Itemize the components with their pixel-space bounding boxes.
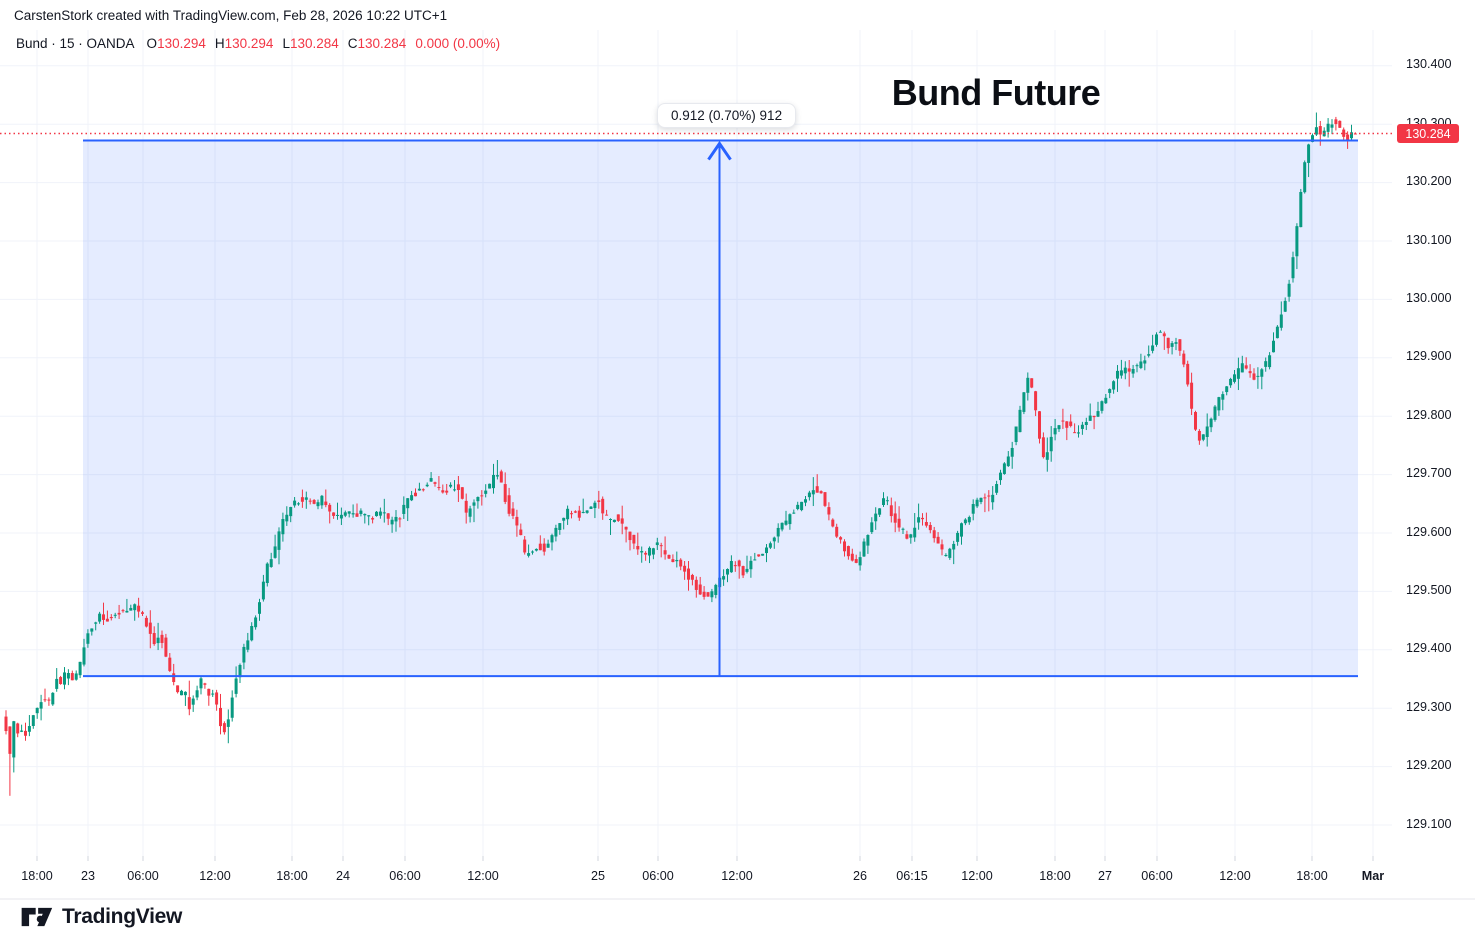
tradingview-logo[interactable]: TradingView: [20, 904, 182, 930]
legend-open: O130.294: [146, 36, 206, 51]
legend-symbol: Bund · 15 · OANDA: [16, 36, 135, 51]
legend-high: H130.294: [214, 36, 274, 51]
attribution-text: CarstenStork created with TradingView.co…: [14, 8, 448, 23]
symbol-legend[interactable]: Bund · 15 · OANDA O130.294 H130.294 L130.28…: [16, 36, 500, 51]
chart-title-text[interactable]: Bund Future: [891, 72, 1101, 113]
measure-tooltip: 0.912 (0.70%) 912: [657, 103, 797, 128]
legend-close: C130.284: [347, 36, 407, 51]
tradingview-mark-icon: [20, 904, 53, 930]
legend-change: 0.000 (0.00%): [415, 36, 501, 51]
tradingview-wordmark: TradingView: [62, 905, 183, 928]
candlestick-series: [4, 112, 1357, 796]
legend-low: L130.284: [282, 36, 339, 51]
last-price-badge: 130.284: [1397, 124, 1459, 144]
measure-drawing[interactable]: [83, 139, 1358, 678]
